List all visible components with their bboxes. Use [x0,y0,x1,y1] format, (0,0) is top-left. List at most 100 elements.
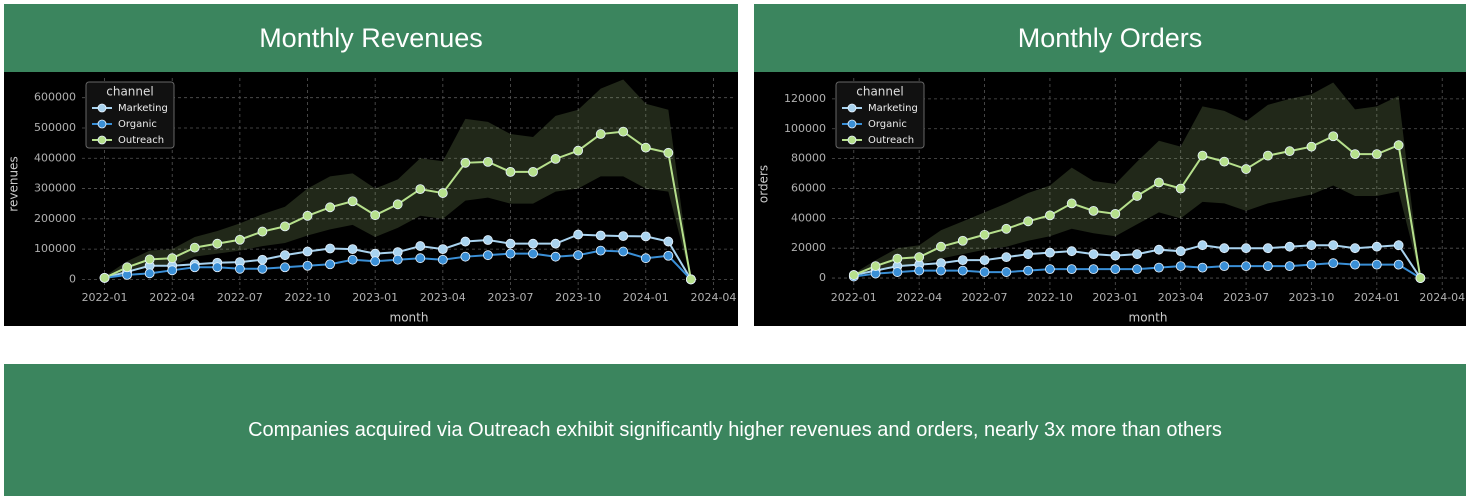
point [212,238,223,249]
x-tick-label: 2024-01 [1354,291,1400,304]
x-tick-label: 2024-01 [623,291,669,304]
point [1001,267,1012,277]
point [392,199,403,210]
revenue-panel: Monthly Revenues 0 100000 200000 300000 4000… [4,4,738,326]
point [1066,246,1077,257]
point [1350,259,1360,270]
point [460,236,471,247]
point [1153,262,1164,273]
point [1284,261,1295,272]
y-tick-label: 0 [819,271,826,284]
y-tick-label: 100000 [784,122,826,135]
y-tick-label: 80000 [791,152,826,165]
point [870,261,881,272]
point [1110,264,1121,274]
point [122,262,133,273]
point [280,221,290,232]
point [1241,243,1251,254]
x-tick-label: 2023-04 [1158,291,1204,304]
legend-title: channel [106,85,153,99]
x-tick-label: 2023-07 [1223,291,1269,304]
point [437,188,448,198]
x-tick-label: 2023-04 [420,291,466,304]
y-tick-label: 40000 [791,211,826,224]
point [1415,273,1426,283]
x-tick-label: 2022-10 [1027,291,1073,304]
point [1132,264,1143,274]
point [1001,252,1012,263]
point [1393,240,1404,251]
y-axis-label: revenues [7,156,21,211]
point [1023,216,1034,227]
point [1284,241,1295,252]
point [167,265,178,276]
point [1066,264,1077,274]
point [936,265,946,276]
legend-marker [97,135,107,145]
point [212,262,223,273]
point [1197,150,1208,161]
point [640,142,651,153]
point [979,229,990,240]
point [1110,208,1121,219]
point [1262,243,1273,254]
legend-label: Marketing [118,103,168,114]
point [528,238,538,249]
point [1219,243,1230,254]
point [370,256,381,267]
point [1219,261,1230,272]
point [573,250,584,261]
point [640,231,651,242]
point [325,243,335,254]
point [685,274,696,285]
legend-marker [847,135,857,145]
y-tick-label: 300000 [34,182,76,195]
point [144,268,155,279]
point [392,254,403,265]
point [1328,258,1339,269]
point [280,262,290,273]
point [573,229,584,240]
point [957,255,968,266]
legend-marker [97,103,107,113]
point [848,270,859,280]
point [1153,244,1164,255]
point [914,265,925,276]
point [257,254,268,265]
x-tick-label: 2022-01 [831,291,877,304]
point [1306,240,1317,251]
legend-box [85,81,175,149]
legend-label: Organic [868,119,907,130]
point [1241,164,1251,174]
point [663,250,674,261]
point [1197,262,1208,273]
legend-title: channel [856,85,903,99]
point [1350,149,1360,160]
chart: 0 100000 200000 300000 400000 500000 600000 202… [4,72,738,326]
x-tick-label: 2024-04 [1419,291,1465,304]
point [460,251,471,262]
point [1371,149,1382,160]
point [280,250,290,261]
x-tick-label: 2023-10 [555,291,601,304]
y-tick-label: 200000 [34,212,76,225]
summary-note: Companies acquired via Outreach exhibit … [4,364,1466,496]
point [1045,210,1055,221]
x-tick-label: 2022-07 [217,291,263,304]
point [892,253,903,264]
point [483,250,493,261]
confidence-band [853,82,1421,279]
point [234,234,245,245]
x-tick-label: 2023-07 [487,291,533,304]
point [1393,140,1404,151]
point [1001,223,1012,234]
point [257,263,268,274]
point [573,145,584,156]
x-tick-label: 2022-07 [962,291,1008,304]
point [415,184,426,195]
point [347,196,358,207]
point [1306,259,1317,270]
point [1371,259,1382,270]
point [550,251,561,262]
